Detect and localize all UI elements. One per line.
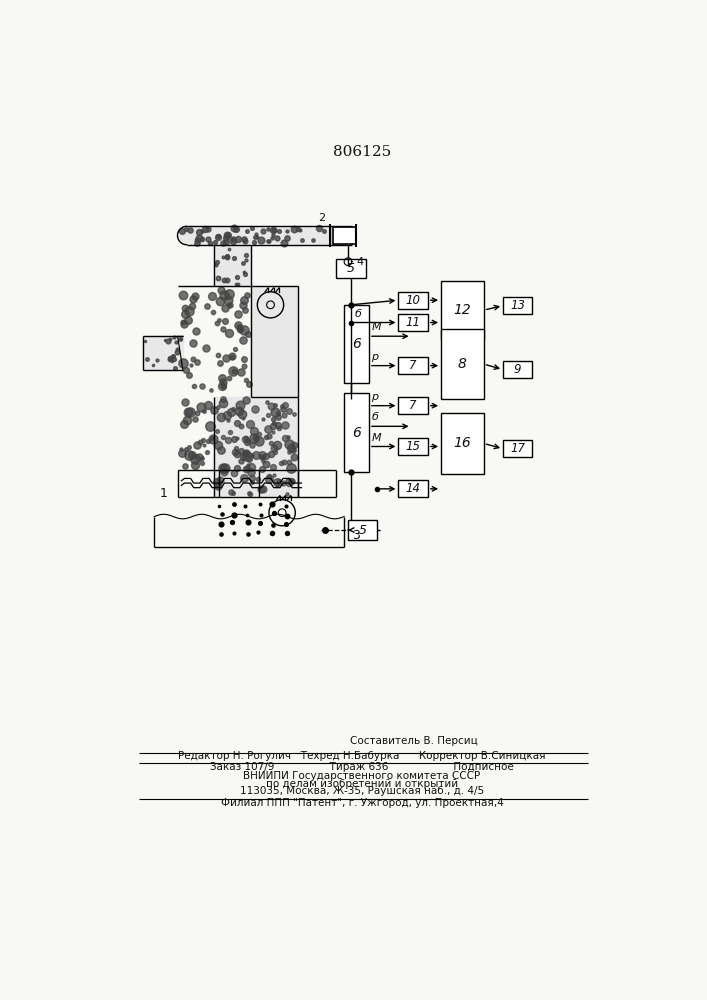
Text: Составитель В. Персиц: Составитель В. Персиц bbox=[350, 736, 478, 746]
Text: 6: 6 bbox=[352, 426, 361, 440]
Text: 12: 12 bbox=[453, 303, 471, 317]
Text: 806125: 806125 bbox=[333, 145, 391, 159]
Text: 8: 8 bbox=[458, 357, 467, 371]
Polygon shape bbox=[143, 336, 183, 370]
Polygon shape bbox=[177, 286, 298, 397]
Text: Филиал ППП "Патент", г. Ужгород, ул. Проектная,4: Филиал ППП "Патент", г. Ужгород, ул. Про… bbox=[221, 798, 503, 808]
Polygon shape bbox=[214, 397, 298, 497]
Text: 15: 15 bbox=[406, 440, 421, 453]
Polygon shape bbox=[214, 245, 251, 286]
Text: 9: 9 bbox=[514, 363, 522, 376]
Text: 10: 10 bbox=[406, 294, 421, 307]
Text: 11: 11 bbox=[406, 316, 421, 329]
Bar bbox=[344, 393, 369, 472]
Text: 7: 7 bbox=[409, 399, 417, 412]
Text: р: р bbox=[371, 352, 378, 362]
Text: M: M bbox=[371, 322, 381, 332]
Bar bbox=[344, 305, 369, 383]
Polygon shape bbox=[177, 226, 187, 245]
Bar bbox=[441, 329, 484, 399]
Bar bbox=[503, 440, 532, 457]
Bar bbox=[398, 397, 428, 414]
Text: Заказ 107/9                 Тираж 636                    Подписное: Заказ 107/9 Тираж 636 Подписное bbox=[210, 762, 514, 772]
Text: Редактор Н. Рогулич   Техред Н.Бабурка      Корректор В.Синицкая: Редактор Н. Рогулич Техред Н.Бабурка Кор… bbox=[178, 751, 546, 761]
Bar bbox=[398, 480, 428, 497]
Bar bbox=[441, 281, 484, 339]
Text: 13: 13 bbox=[510, 299, 525, 312]
Bar bbox=[337, 259, 366, 278]
Text: 113035, Москва, Ж-35, Раушская наб., д. 4/5: 113035, Москва, Ж-35, Раушская наб., д. … bbox=[240, 786, 484, 796]
Bar bbox=[398, 438, 428, 455]
Text: M: M bbox=[371, 433, 381, 443]
Bar bbox=[398, 357, 428, 374]
Text: 5: 5 bbox=[347, 262, 355, 275]
Bar bbox=[398, 314, 428, 331]
Bar bbox=[348, 520, 378, 540]
Text: 14: 14 bbox=[406, 482, 421, 495]
Text: б: б bbox=[371, 412, 378, 422]
Bar bbox=[398, 292, 428, 309]
Polygon shape bbox=[187, 226, 330, 245]
Text: 2: 2 bbox=[318, 213, 325, 223]
Text: 3: 3 bbox=[352, 529, 360, 542]
Text: 4: 4 bbox=[356, 257, 363, 267]
Bar bbox=[503, 361, 532, 378]
Text: 1: 1 bbox=[160, 487, 168, 500]
Bar bbox=[503, 297, 532, 314]
Text: 5: 5 bbox=[358, 524, 367, 537]
Text: 6: 6 bbox=[352, 337, 361, 351]
Text: р: р bbox=[371, 392, 378, 402]
Text: 17: 17 bbox=[510, 442, 525, 455]
Bar bbox=[332, 227, 356, 244]
Text: б: б bbox=[354, 309, 361, 319]
Bar bbox=[441, 413, 484, 474]
Text: 16: 16 bbox=[453, 436, 471, 450]
Text: ВНИИПИ Государственного комитета СССР: ВНИИПИ Государственного комитета СССР bbox=[243, 771, 481, 781]
Text: по делам изобретений и открытий: по делам изобретений и открытий bbox=[266, 779, 458, 789]
Text: 7: 7 bbox=[409, 359, 417, 372]
